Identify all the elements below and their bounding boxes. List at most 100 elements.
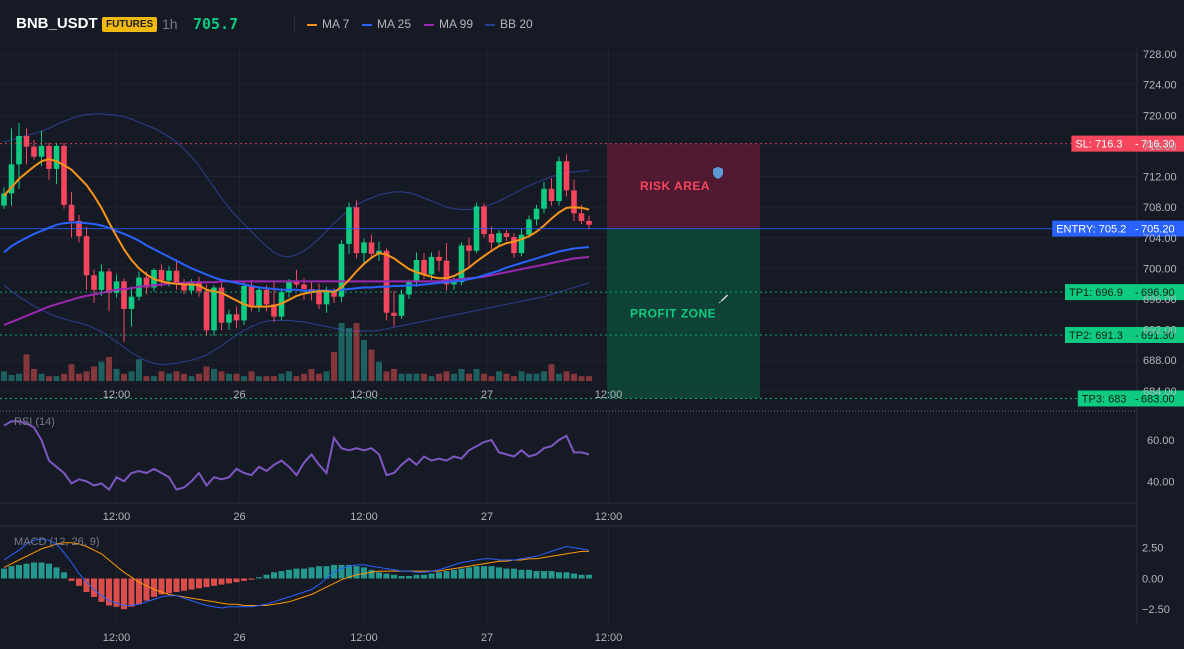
- volume-bar: [368, 349, 375, 381]
- legend-ma7-label: MA 7: [322, 17, 350, 31]
- price-level-label: ENTRY: 705.2: [1056, 224, 1126, 236]
- volume-bar: [241, 376, 247, 381]
- macd-histogram-bar: [106, 578, 112, 606]
- macd-signal-line: [3, 542, 589, 606]
- volume-bar: [383, 371, 390, 381]
- macd-histogram-bar: [256, 577, 262, 579]
- volume-bar: [563, 371, 570, 381]
- price-tick-label: 712.00: [1143, 172, 1177, 184]
- macd-histogram-bar: [376, 572, 382, 579]
- candle-body: [61, 145, 67, 205]
- candle-body: [406, 282, 412, 295]
- macd-histogram-bar: [23, 563, 30, 579]
- macd-histogram-bar: [436, 572, 442, 579]
- volume-bar: [436, 373, 442, 381]
- timeframe-label[interactable]: 1h: [162, 16, 178, 32]
- legend-ma25[interactable]: MA 25: [362, 17, 411, 31]
- volume-bar: [38, 373, 45, 381]
- macd-histogram-bar: [83, 578, 90, 592]
- macd-histogram-bar: [383, 573, 390, 579]
- legend-bb20[interactable]: BB 20: [485, 17, 533, 31]
- macd-histogram-bar: [346, 564, 352, 579]
- macd-histogram-bar: [76, 578, 82, 586]
- price-level-tag[interactable]: [1071, 135, 1184, 152]
- candle-body: [481, 206, 487, 234]
- candle-body: [226, 314, 232, 323]
- shield-icon: [713, 166, 723, 179]
- candle-body: [256, 289, 262, 308]
- price-tick-label: 704.00: [1143, 233, 1177, 245]
- rsi-tick-label: 60.00: [1147, 435, 1175, 447]
- macd-histogram-bar: [323, 566, 330, 579]
- volume-bar: [256, 376, 262, 381]
- price-level-tag[interactable]: [1065, 326, 1184, 343]
- legend-ma99[interactable]: MA 99: [424, 17, 473, 31]
- macd-histogram-bar: [466, 567, 472, 579]
- macd-histogram-bar: [586, 574, 592, 579]
- candle-body: [113, 281, 120, 293]
- volume-bar: [398, 373, 405, 381]
- price-level-value: 683.00: [1141, 393, 1175, 405]
- time-tick-label: 12:00: [350, 511, 378, 523]
- volume-bar: [46, 376, 52, 381]
- macd-histogram-bar: [533, 571, 540, 579]
- candle-body: [346, 207, 352, 244]
- volume-bar: [376, 361, 382, 381]
- candle-body: [323, 290, 330, 305]
- macd-histogram-bar: [316, 566, 322, 579]
- macd-histogram-bar: [68, 578, 75, 581]
- price-level-separator: -: [1135, 224, 1139, 236]
- price-level-separator: -: [1135, 393, 1139, 405]
- candle-body: [391, 312, 397, 316]
- last-price: 705.7: [193, 15, 239, 33]
- volume-bar: [1, 371, 7, 381]
- legend-ma7[interactable]: MA 7: [307, 17, 349, 31]
- candle-body: [23, 136, 30, 147]
- macd-histogram-bar: [241, 578, 247, 581]
- price-level-tag[interactable]: [1077, 390, 1184, 407]
- volume-bar: [541, 371, 547, 381]
- volume-bar: [511, 376, 517, 381]
- time-tick-label: 12:00: [350, 389, 378, 401]
- macd-histogram-bar: [496, 567, 502, 579]
- time-tick-label: 27: [481, 389, 493, 401]
- macd-tick-label: 0.00: [1142, 573, 1163, 585]
- macd-histogram-bar: [488, 566, 495, 579]
- legend-ma99-label: MA 99: [439, 17, 474, 31]
- macd-histogram-bar: [518, 569, 525, 579]
- volume-bar: [466, 373, 472, 381]
- macd-histogram-bar: [278, 571, 285, 579]
- time-tick-label: 12:00: [595, 389, 623, 401]
- volume-bar: [16, 373, 22, 381]
- candle-body: [263, 289, 270, 305]
- volume-bar: [391, 368, 397, 381]
- macd-histogram-bar: [203, 578, 210, 588]
- candle-body: [166, 270, 172, 281]
- symbol-label[interactable]: BNB_USDT: [16, 15, 98, 32]
- volume-bar: [203, 366, 210, 381]
- candle-body: [428, 256, 435, 275]
- volume-bar: [518, 371, 525, 381]
- candle-body: [46, 145, 52, 169]
- volume-bar: [196, 373, 202, 381]
- volume-bar: [413, 373, 420, 381]
- price-level-tag[interactable]: [1052, 220, 1184, 237]
- macd-histogram-bar: [38, 562, 45, 579]
- candle-body: [353, 207, 360, 254]
- candle-body: [533, 208, 540, 220]
- macd-histogram-bar: [421, 574, 427, 579]
- time-tick-label: 12:00: [595, 511, 623, 523]
- candle-body: [218, 287, 225, 323]
- rsi-tick-label: 40.00: [1147, 476, 1175, 488]
- price-level-tag[interactable]: [1065, 284, 1184, 301]
- candle-body: [443, 260, 450, 285]
- volume-bar: [496, 371, 502, 381]
- price-tick-label: 692.00: [1143, 325, 1177, 337]
- legend-ma99-swatch: [424, 23, 434, 26]
- candle-body: [518, 234, 525, 254]
- time-tick-label: 12:00: [103, 511, 131, 523]
- macd-histogram-bar: [473, 566, 480, 579]
- volume-bar: [211, 368, 217, 381]
- risk-zone-label: RISK AREA: [640, 179, 710, 193]
